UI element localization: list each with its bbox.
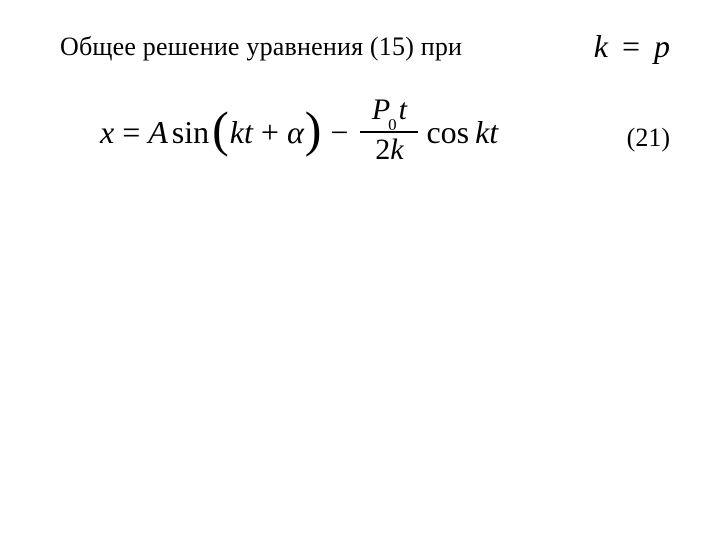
sin-func: sin [168, 114, 211, 151]
num-sub0: 0 [388, 115, 397, 134]
equation-number: (21) [627, 123, 670, 153]
alpha-term: α [287, 114, 304, 151]
kt-term: kt [230, 114, 253, 151]
equals-sign: = [114, 114, 148, 151]
equation-expression: x = A sin ( kt + α ) − P0t 2k cos kt [100, 95, 498, 169]
intro-text: Общее решение уравнения (15) при [60, 32, 462, 62]
page: Общее решение уравнения (15) при k = p x… [0, 0, 720, 540]
right-paren: ) [304, 113, 323, 145]
kt2-term: kt [471, 114, 498, 151]
condition-expression: k = p [594, 28, 670, 65]
coef-A: A [148, 114, 168, 151]
cos-func: cos [422, 114, 471, 151]
left-paren: ( [211, 113, 230, 145]
fraction-numerator: P0t [368, 93, 411, 131]
top-line: Общее решение уравнения (15) при k = p [60, 28, 670, 65]
num-t: t [399, 93, 407, 126]
den-2: 2 [375, 133, 390, 166]
den-k: k [390, 133, 403, 166]
fraction: P0t 2k [360, 93, 418, 167]
equation-line: x = A sin ( kt + α ) − P0t 2k cos kt (21… [60, 95, 700, 175]
cond-eq: = [616, 28, 646, 64]
minus-sign: − [322, 114, 356, 151]
cond-lhs: k [594, 28, 608, 64]
cond-rhs: p [654, 28, 670, 64]
plus-sign: + [253, 114, 287, 151]
var-x: x [100, 114, 114, 151]
fraction-denominator: 2k [371, 133, 407, 167]
